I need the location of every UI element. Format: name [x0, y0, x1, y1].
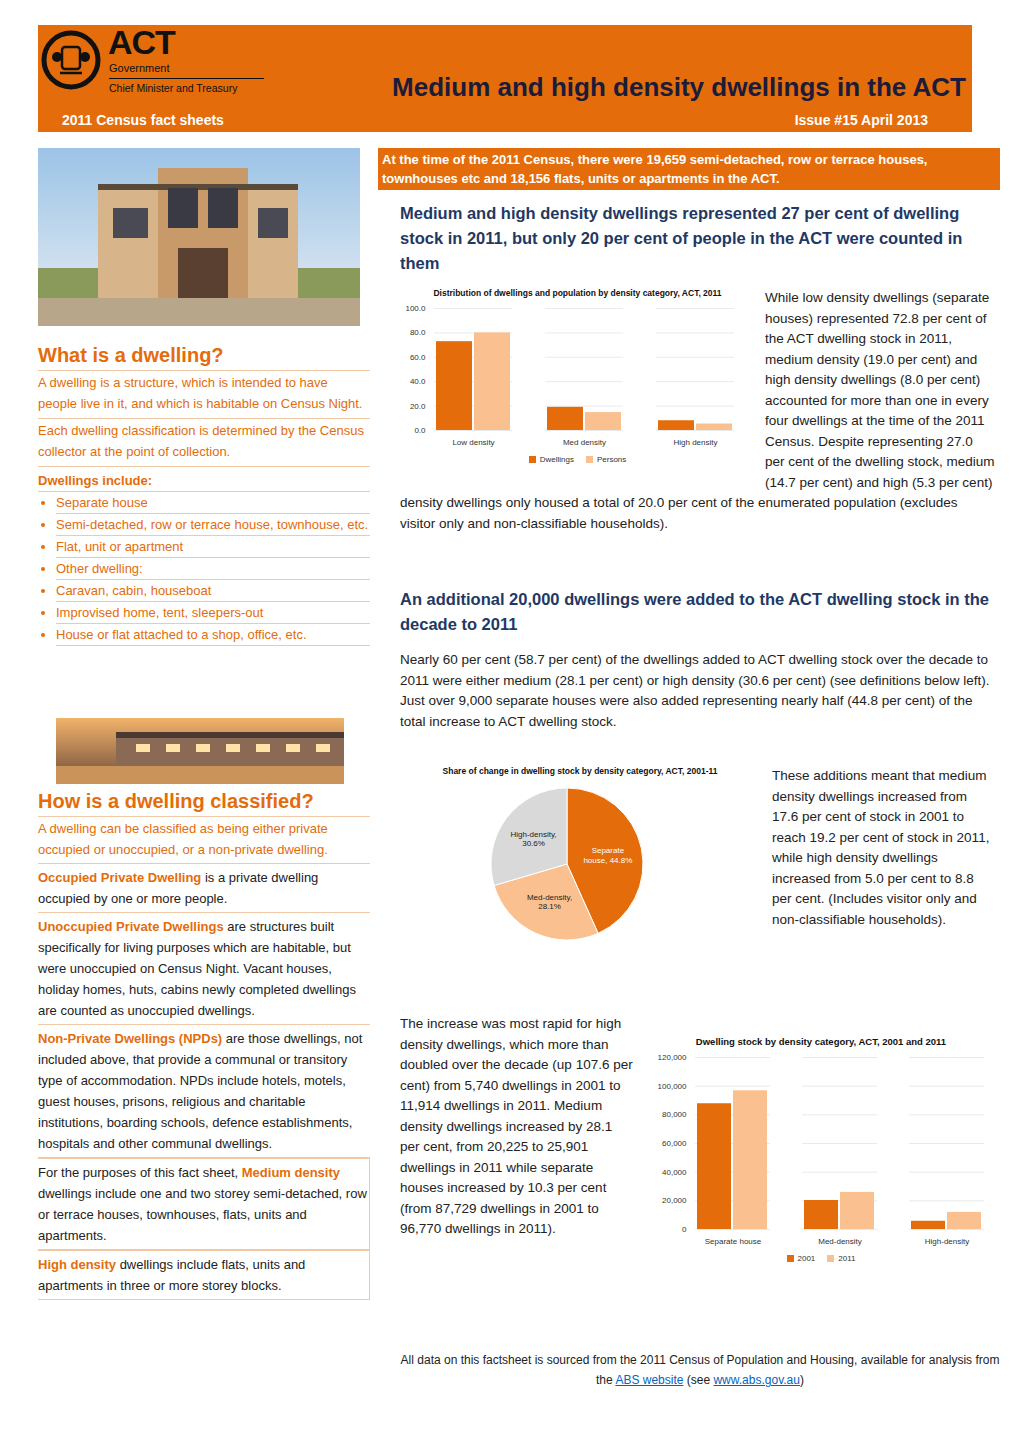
svg-text:Low density: Low density	[452, 438, 494, 447]
svg-text:Med-density,28.1%: Med-density,28.1%	[527, 892, 572, 911]
svg-text:High-density: High-density	[925, 1237, 969, 1246]
svg-text:120,000: 120,000	[658, 1053, 687, 1062]
svg-text:0: 0	[682, 1225, 687, 1234]
svg-text:80.0: 80.0	[410, 328, 426, 337]
svg-text:40,000: 40,000	[662, 1167, 687, 1176]
svg-text:60.0: 60.0	[410, 352, 426, 361]
svg-text:Med-density: Med-density	[818, 1237, 862, 1246]
svg-text:100.0: 100.0	[405, 304, 426, 313]
svg-text:High density: High density	[673, 438, 717, 447]
svg-text:60,000: 60,000	[662, 1139, 687, 1148]
svg-text:Separate house: Separate house	[705, 1237, 762, 1246]
svg-text:20.0: 20.0	[410, 401, 426, 410]
svg-text:80,000: 80,000	[662, 1110, 687, 1119]
svg-text:Separatehouse, 44.8%: Separatehouse, 44.8%	[583, 846, 632, 865]
svg-text:High-density,30.6%: High-density,30.6%	[510, 829, 556, 848]
svg-text:100,000: 100,000	[658, 1081, 687, 1090]
svg-text:40.0: 40.0	[410, 377, 426, 386]
svg-text:20,000: 20,000	[662, 1196, 687, 1205]
svg-text:0.0: 0.0	[414, 426, 426, 435]
svg-text:Med density: Med density	[563, 438, 606, 447]
